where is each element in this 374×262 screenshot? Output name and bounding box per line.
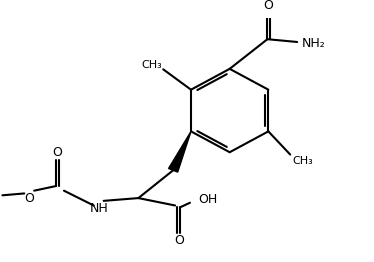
Text: O: O [24, 192, 34, 205]
Text: NH₂: NH₂ [302, 37, 326, 50]
Text: O: O [263, 0, 273, 12]
Polygon shape [169, 131, 191, 172]
Text: CH₃: CH₃ [293, 156, 313, 166]
Text: NH: NH [89, 202, 108, 215]
Text: O: O [174, 234, 184, 247]
Text: CH₃: CH₃ [141, 60, 162, 70]
Text: O: O [53, 146, 62, 159]
Text: OH: OH [198, 193, 217, 206]
